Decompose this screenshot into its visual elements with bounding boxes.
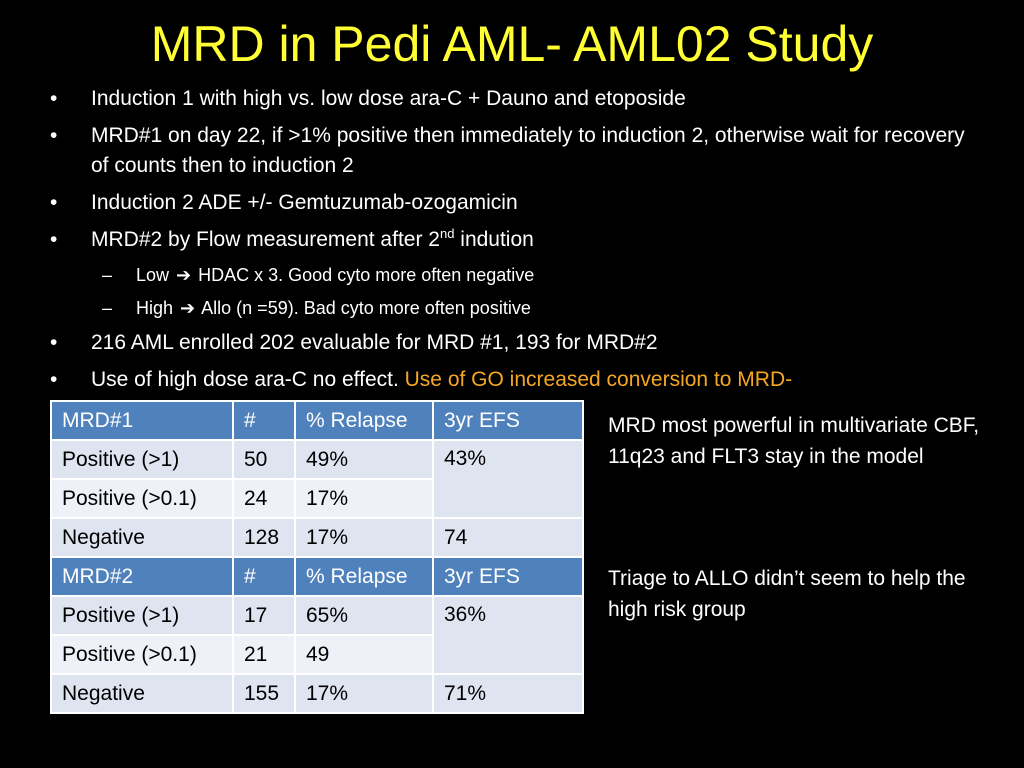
bullet-text-prefix: MRD#2 by Flow measurement after 2	[91, 228, 440, 251]
table-cell: Positive (>0.1)	[50, 634, 234, 675]
table-header-row: MRD#2 # % Relapse 3yr EFS	[50, 556, 584, 597]
bullet-superscript: nd	[439, 226, 455, 241]
bullet-list: • Induction 1 with high vs. low dose ara…	[50, 84, 980, 402]
mrd-results-table: MRD#1 # % Relapse 3yr EFS Positive (>1) …	[50, 400, 584, 714]
table-cell: 128	[232, 517, 296, 558]
table-cell: 17%	[294, 517, 434, 558]
sub-bullet-text: HDAC x 3. Good cyto more often negative	[198, 265, 535, 285]
dash-icon: –	[102, 265, 113, 285]
table-header-cell: MRD#1	[50, 400, 234, 441]
bullet-induction-2: • Induction 2 ADE +/- Gemtuzumab-ozogami…	[50, 188, 980, 218]
slide-title: MRD in Pedi AML- AML02 Study	[150, 16, 874, 72]
table-cell: Negative	[50, 673, 234, 714]
bullet-text: Use of high dose ara-C no effect.	[91, 368, 405, 391]
table-header-cell: 3yr EFS	[432, 400, 584, 441]
sub-bullet-text: Allo (n =59). Bad cyto more often positi…	[201, 298, 531, 318]
arrow-right-icon: ➔	[180, 298, 196, 318]
bullet-mrd1: • MRD#1 on day 22, if >1% positive then …	[50, 121, 980, 181]
table-cell: 43%	[432, 439, 584, 519]
table-row: Positive (>1) 50 49% 43%	[50, 439, 584, 519]
table-row: Negative 155 17% 71%	[50, 673, 584, 714]
bullet-dot-icon: •	[50, 191, 58, 214]
table-cell: 21	[232, 634, 296, 675]
table-header-cell: MRD#2	[50, 556, 234, 597]
bullet-dot-icon: •	[50, 87, 58, 110]
bullet-text: Induction 2 ADE +/- Gemtuzumab-ozogamici…	[91, 191, 518, 214]
bullet-mrd2: • MRD#2 by Flow measurement after 2nd in…	[50, 225, 980, 255]
table-row: Positive (>1) 17 65% 36%	[50, 595, 584, 675]
table-header-cell: #	[232, 556, 296, 597]
table-cell: 17	[232, 595, 296, 636]
bullet-text: MRD#1 on day 22, if >1% positive then im…	[91, 124, 965, 177]
bullet-enrolled: • 216 AML enrolled 202 evaluable for MRD…	[50, 328, 980, 358]
table-row: Negative 128 17% 74	[50, 517, 584, 558]
table-cell: 17%	[294, 478, 434, 519]
bullet-text-suffix: indution	[454, 228, 534, 251]
table-cell: Negative	[50, 517, 234, 558]
table-cell: 71%	[432, 673, 584, 714]
table-row: Positive (>0.1) 24 17%	[50, 478, 583, 519]
table-cell: 74	[432, 517, 584, 558]
table-header-cell: #	[232, 400, 296, 441]
table-cell: 49	[294, 634, 434, 675]
note-triage: Triage to ALLO didn’t seem to help the h…	[608, 567, 966, 621]
table-cell: Positive (>0.1)	[50, 478, 234, 519]
sub-bullet-label: Low	[136, 265, 175, 285]
table-header-cell: % Relapse	[294, 400, 434, 441]
bullet-induction-1: • Induction 1 with high vs. low dose ara…	[50, 84, 980, 114]
table-cell: 50	[232, 439, 296, 480]
sub-bullet-high: – High ➔ Allo (n =59). Bad cyto more oft…	[50, 295, 980, 321]
arrow-right-icon: ➔	[176, 265, 192, 285]
table-header-cell: % Relapse	[294, 556, 434, 597]
table-cell: 65%	[294, 595, 434, 636]
table-header-row: MRD#1 # % Relapse 3yr EFS	[50, 400, 584, 441]
bullet-ara-c: • Use of high dose ara-C no effect. Use …	[50, 365, 980, 395]
table-cell: Positive (>1)	[50, 595, 234, 636]
table-cell: Positive (>1)	[50, 439, 234, 480]
table-cell: 49%	[294, 439, 434, 480]
bullet-dot-icon: •	[50, 331, 58, 354]
table-cell: 36%	[432, 595, 584, 675]
table-header-cell: 3yr EFS	[432, 556, 584, 597]
table-cell: 155	[232, 673, 296, 714]
note-multivariate: MRD most powerful in multivariate CBF, 1…	[608, 414, 980, 468]
sub-bullet-label: High	[136, 298, 174, 318]
table-cell: 24	[232, 478, 296, 519]
dash-icon: –	[102, 298, 113, 318]
table-row: Positive (>0.1) 21 49	[50, 634, 583, 675]
table-cell: 17%	[294, 673, 434, 714]
bullet-dot-icon: •	[50, 368, 58, 391]
bullet-highlight: Use of GO increased conversion to MRD-	[404, 368, 793, 391]
bullet-text: 216 AML enrolled 202 evaluable for MRD #…	[91, 331, 658, 354]
bullet-dot-icon: •	[50, 124, 58, 147]
bullet-text: Induction 1 with high vs. low dose ara-C…	[91, 87, 686, 110]
sub-bullet-low: – Low ➔ HDAC x 3. Good cyto more often n…	[50, 262, 980, 288]
bullet-dot-icon: •	[50, 228, 58, 251]
